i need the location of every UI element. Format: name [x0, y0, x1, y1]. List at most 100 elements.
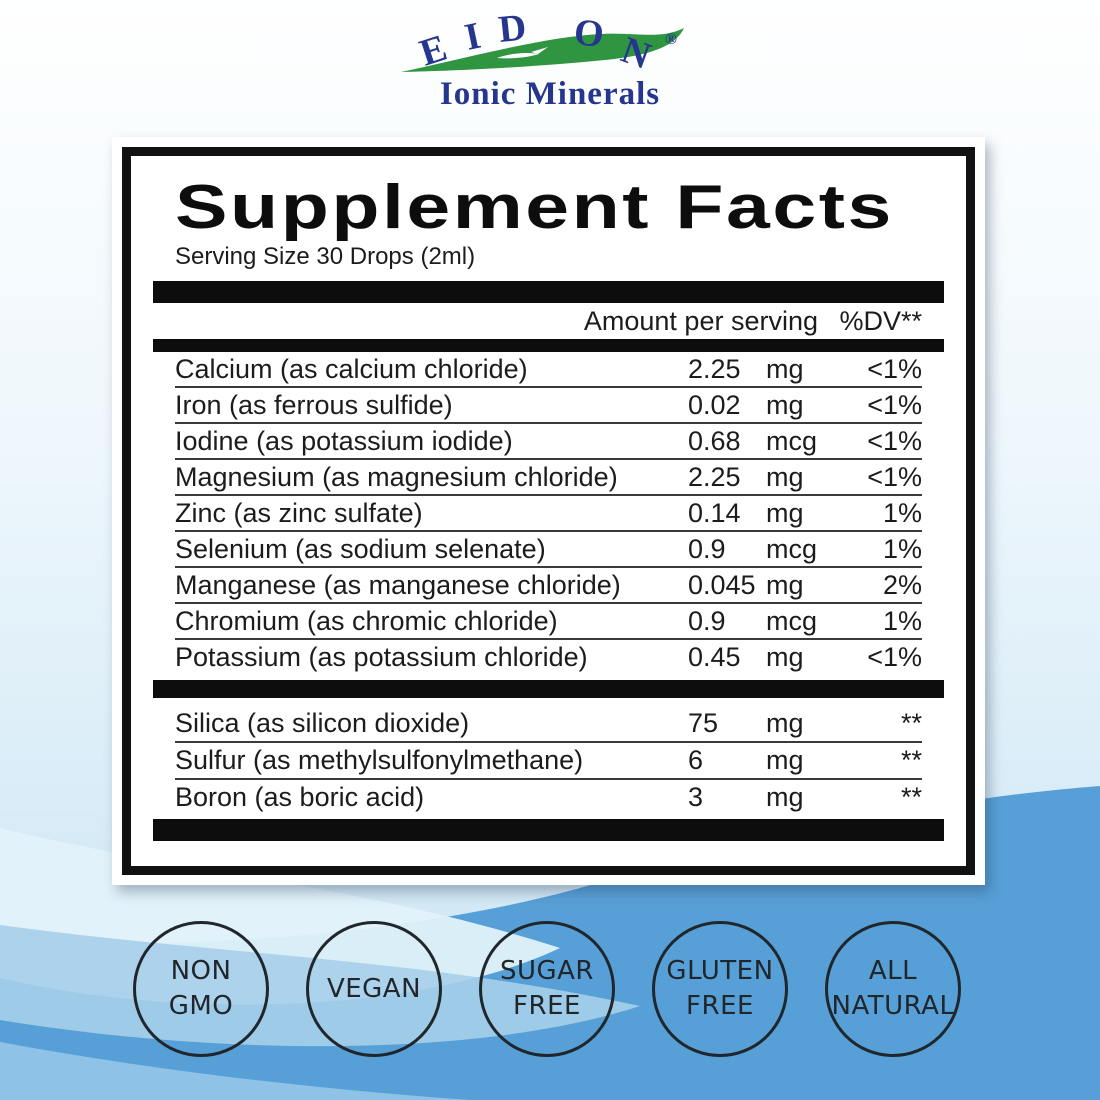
table-row: Zinc (as zinc sulfate) 0.14 mg 1%	[175, 496, 922, 532]
table-row: Chromium (as chromic chloride) 0.9 mcg 1…	[175, 604, 922, 640]
nutrient-name: Sulfur (as methylsulfonylmethane)	[175, 745, 584, 775]
nutrient-unit: mg	[766, 708, 804, 738]
badge-line: NON	[170, 956, 232, 986]
table-row: Sulfur (as methylsulfonylmethane) 6 mg *…	[175, 743, 922, 780]
nutrient-unit: mcg	[766, 425, 818, 456]
divider-bar-thick	[153, 680, 944, 698]
table-row: Iodine (as potassium iodide) 0.68 mcg <1…	[175, 424, 922, 460]
nutrient-unit: mg	[766, 389, 804, 420]
logo-letter-d: D	[497, 6, 529, 51]
serving-size: Serving Size 30 Drops (2ml)	[175, 243, 476, 270]
eidon-logo-mark: E I D O N ®	[401, 6, 684, 78]
badge-sugar-free: SUGAR FREE	[479, 921, 615, 1057]
badge-gluten-free: GLUTEN FREE	[652, 921, 788, 1057]
nutrient-amount: 2.25	[688, 353, 741, 384]
badge-line: ALL	[868, 956, 918, 986]
nutrient-dv: <1%	[867, 461, 922, 492]
nutrient-amount: 0.9	[688, 533, 726, 564]
table-row: Manganese (as manganese chloride) 0.045 …	[175, 568, 922, 604]
nutrient-dv: <1%	[867, 353, 922, 384]
nutrient-amount: 0.9	[688, 605, 726, 636]
nutrient-dv: <1%	[867, 389, 922, 420]
claim-badges-row: NON GMO VEGAN SUGAR FREE GLUTEN FREE ALL…	[133, 921, 961, 1057]
supplement-facts-panel: Supplement Facts Serving Size 30 Drops (…	[112, 137, 985, 885]
nutrient-amount: 0.14	[688, 497, 741, 528]
badge-line: GMO	[168, 991, 234, 1021]
nutrient-amount: 75	[688, 708, 719, 738]
nutrient-amount: 3	[688, 782, 704, 812]
nutrient-unit: mg	[766, 641, 804, 672]
wave-corner-highlight	[0, 1042, 470, 1100]
table-row: Magnesium (as magnesium chloride) 2.25 m…	[175, 460, 922, 496]
nutrient-amount: 6	[688, 745, 704, 775]
nutrient-dv: <1%	[867, 641, 922, 672]
nutrient-name: Magnesium (as magnesium chloride)	[175, 461, 618, 492]
nutrient-amount: 0.45	[688, 641, 741, 672]
nutrient-section-2: Silica (as silicon dioxide) 75 mg ** Sul…	[175, 706, 922, 815]
nutrient-amount: 0.68	[688, 425, 741, 456]
badge-line: SUGAR	[499, 956, 595, 986]
nutrient-unit: mcg	[766, 533, 818, 564]
nutrient-dv: **	[900, 745, 922, 775]
logo-tagline: Ionic Minerals	[439, 76, 661, 112]
nutrient-name: Boron (as boric acid)	[175, 782, 425, 812]
nutrient-name: Potassium (as potassium chloride)	[175, 641, 588, 672]
nutrient-dv: <1%	[867, 425, 922, 456]
column-header-amount: Amount per serving	[583, 305, 818, 336]
table-row: Silica (as silicon dioxide) 75 mg **	[175, 706, 922, 743]
nutrient-name: Chromium (as chromic chloride)	[175, 605, 558, 636]
nutrient-name: Iodine (as potassium iodide)	[175, 425, 513, 456]
nutrient-dv: 1%	[882, 605, 922, 636]
badge-line: NATURAL	[831, 991, 955, 1021]
eidon-logo: E I D O N ® Ionic Minerals	[385, 4, 715, 114]
logo-letter-e: E	[415, 27, 452, 75]
nutrient-section-1: Calcium (as calcium chloride) 2.25 mg <1…	[175, 352, 922, 674]
badge-line: VEGAN	[326, 973, 422, 1004]
nutrient-unit: mg	[766, 461, 804, 492]
nutrient-name: Silica (as silicon dioxide)	[175, 708, 470, 738]
table-row: Boron (as boric acid) 3 mg **	[175, 780, 922, 815]
nutrient-name: Calcium (as calcium chloride)	[175, 353, 528, 384]
nutrient-dv: 2%	[882, 569, 922, 600]
logo-letter-i: I	[461, 15, 484, 59]
table-header-row: Amount per serving %DV**	[175, 303, 922, 339]
nutrient-unit: mg	[766, 353, 804, 384]
panel-border: Supplement Facts Serving Size 30 Drops (…	[122, 147, 975, 875]
logo-bird-icon	[497, 53, 539, 59]
table-row: Calcium (as calcium chloride) 2.25 mg <1…	[175, 352, 922, 388]
nutrient-dv: 1%	[882, 533, 922, 564]
panel-title: Supplement Facts	[175, 175, 894, 242]
badge-line: FREE	[686, 991, 754, 1021]
nutrient-unit: mg	[766, 569, 804, 600]
divider-bar-thick	[153, 281, 944, 303]
column-header-dv: %DV**	[839, 305, 922, 336]
table-row: Selenium (as sodium selenate) 0.9 mcg 1%	[175, 532, 922, 568]
nutrient-dv: 1%	[882, 497, 922, 528]
nutrient-name: Iron (as ferrous sulfide)	[175, 389, 453, 420]
table-row: Iron (as ferrous sulfide) 0.02 mg <1%	[175, 388, 922, 424]
nutrient-amount: 2.25	[688, 461, 741, 492]
nutrient-dv: **	[900, 708, 922, 738]
badge-line: GLUTEN	[666, 956, 774, 986]
divider-bar-thin	[153, 339, 944, 352]
nutrient-name: Zinc (as zinc sulfate)	[175, 497, 423, 528]
badge-all-natural: ALL NATURAL	[825, 921, 961, 1057]
badge-vegan: VEGAN	[306, 921, 442, 1057]
registered-trademark-symbol: ®	[665, 31, 677, 48]
badge-non-gmo: NON GMO	[133, 921, 269, 1057]
divider-bar-thick	[153, 819, 944, 841]
nutrient-name: Manganese (as manganese chloride)	[175, 569, 621, 600]
nutrient-unit: mcg	[766, 605, 818, 636]
nutrient-unit: mg	[766, 497, 804, 528]
nutrient-amount: 0.045	[688, 569, 756, 600]
logo-bird-wing-icon	[531, 47, 548, 54]
nutrient-unit: mg	[766, 745, 804, 775]
panel-content: Supplement Facts Serving Size 30 Drops (…	[150, 175, 947, 847]
nutrient-amount: 0.02	[688, 389, 741, 420]
logo-letter-o: O	[572, 11, 606, 56]
nutrient-unit: mg	[766, 782, 804, 812]
nutrient-dv: **	[900, 782, 922, 812]
badge-line: FREE	[513, 991, 581, 1021]
table-row: Potassium (as potassium chloride) 0.45 m…	[175, 640, 922, 674]
